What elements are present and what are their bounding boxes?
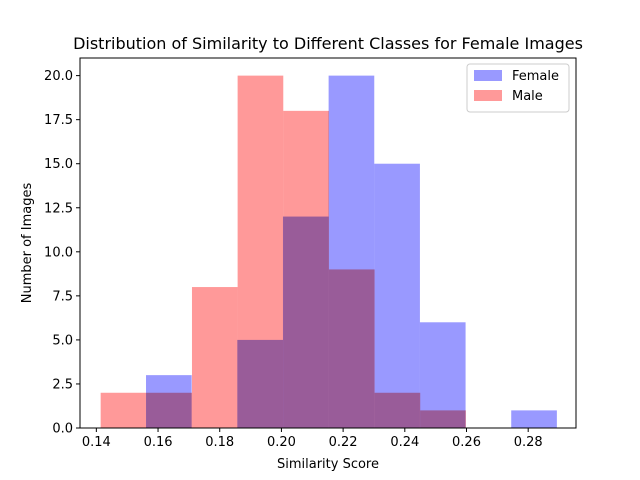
x-tick-label: 0.20 bbox=[267, 435, 296, 450]
x-axis: 0.14 0.16 0.18 0.20 0.22 0.24 0.26 0.28 bbox=[82, 428, 543, 450]
bar-male bbox=[374, 392, 421, 428]
y-tick-label: 15.0 bbox=[44, 157, 73, 172]
bar-male bbox=[100, 392, 147, 428]
x-tick-label: 0.24 bbox=[390, 435, 419, 450]
bar-male bbox=[191, 287, 238, 428]
x-tick-label: 0.28 bbox=[514, 435, 543, 450]
bar-male bbox=[420, 410, 466, 428]
bars-layer bbox=[100, 75, 557, 428]
bar-female bbox=[511, 410, 557, 428]
y-tick-label: 17.5 bbox=[44, 113, 73, 128]
plot-frame bbox=[79, 57, 577, 429]
y-tick-label: 5.0 bbox=[52, 333, 73, 348]
y-tick-label: 12.5 bbox=[44, 201, 73, 216]
legend-swatch-female bbox=[474, 70, 502, 81]
bar-female bbox=[374, 163, 420, 428]
y-tick-label: 7.5 bbox=[52, 289, 73, 304]
legend-label-male: Male bbox=[512, 89, 543, 104]
legend-label-female: Female bbox=[512, 69, 559, 84]
y-axis: 0.0 2.5 5.0 7.5 10.0 12.5 15.0 17.5 20.0 bbox=[44, 69, 80, 437]
legend-swatch-male bbox=[474, 90, 502, 101]
x-tick-label: 0.22 bbox=[329, 435, 358, 450]
y-tick-label: 20.0 bbox=[44, 69, 73, 84]
x-tick-label: 0.14 bbox=[82, 435, 111, 450]
x-tick-label: 0.16 bbox=[144, 435, 173, 450]
bar-male bbox=[283, 110, 329, 428]
y-tick-label: 10.0 bbox=[44, 245, 73, 260]
legend: Female Male bbox=[466, 63, 570, 113]
chart-title: Distribution of Similarity to Different … bbox=[73, 34, 583, 53]
y-axis-title: Number of Images bbox=[20, 183, 35, 304]
x-tick-label: 0.26 bbox=[452, 435, 481, 450]
y-tick-label: 2.5 bbox=[52, 377, 73, 392]
x-axis-title: Similarity Score bbox=[277, 457, 379, 472]
bar-male bbox=[146, 392, 192, 428]
y-tick-label: 0.0 bbox=[52, 422, 73, 437]
x-tick-label: 0.18 bbox=[205, 435, 234, 450]
bar-male bbox=[237, 75, 284, 428]
bar-male bbox=[328, 269, 375, 428]
